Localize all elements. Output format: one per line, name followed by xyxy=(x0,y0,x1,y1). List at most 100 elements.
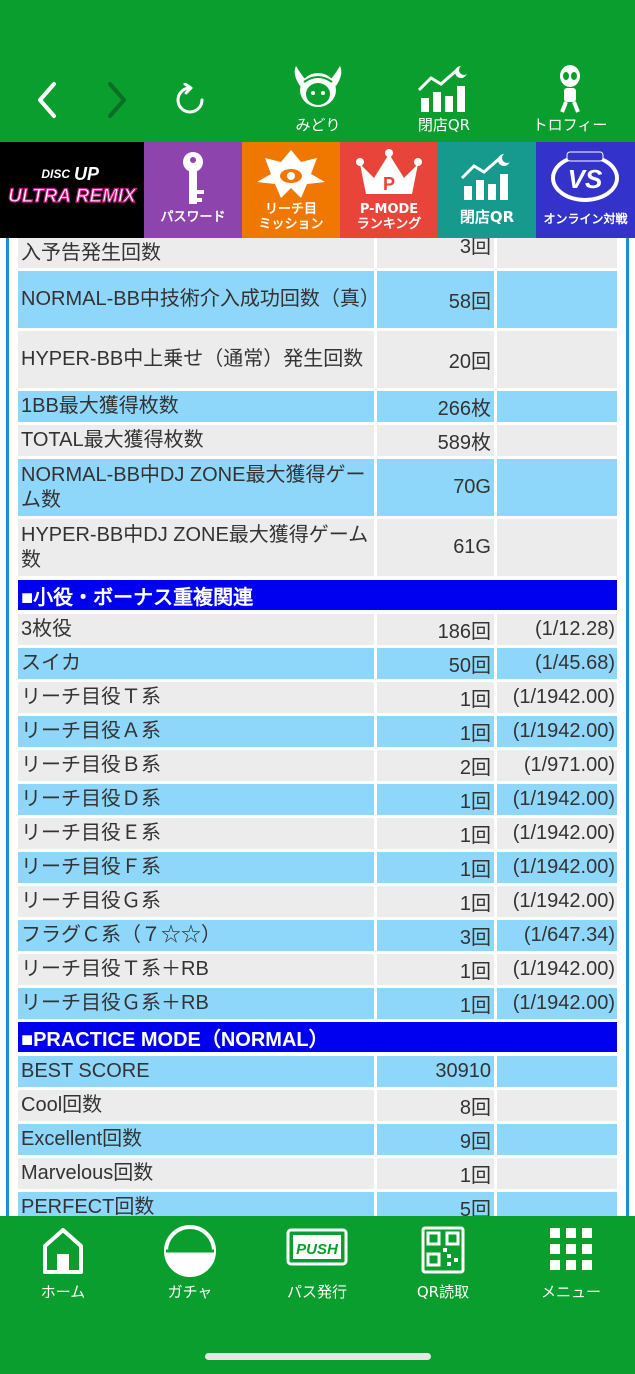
row-value: 5回 xyxy=(377,1192,494,1216)
table-row: スイカ 50回 (1/45.68) xyxy=(18,648,617,679)
tile-closing-qr[interactable]: 閉店QR xyxy=(438,142,536,238)
row-value: 1回 xyxy=(377,784,494,815)
tile-online-battle[interactable]: VS オンライン対戦 xyxy=(536,142,635,238)
nav-closing-qr[interactable]: 閉店QR xyxy=(394,64,494,136)
row-value: 1回 xyxy=(377,886,494,917)
tab-qr-read[interactable]: QR読取 xyxy=(393,1224,493,1304)
svg-text:PUSH: PUSH xyxy=(296,1241,339,1258)
table-row: BEST SCORE 30910 xyxy=(18,1056,617,1087)
row-extra xyxy=(497,1158,617,1189)
home-icon xyxy=(43,1228,83,1274)
row-label: 1BB最大獲得枚数 xyxy=(18,391,374,422)
row-value: 58回 xyxy=(377,271,494,328)
row-probability: (1/45.68) xyxy=(497,648,617,679)
tab-gacha-label: ガチャ xyxy=(167,1283,213,1301)
back-button[interactable] xyxy=(25,78,69,122)
row-probability: (1/1942.00) xyxy=(497,716,617,747)
tile-password[interactable]: パスワード xyxy=(144,142,242,238)
row-label: リーチ目役Ｇ系＋RB xyxy=(18,988,374,1019)
row-value: 1回 xyxy=(377,1158,494,1189)
svg-text:DISC: DISC xyxy=(41,167,70,181)
row-value: 1回 xyxy=(377,852,494,883)
nav-closing-qr-label: 閉店QR xyxy=(417,116,471,134)
row-extra xyxy=(497,1192,617,1216)
table-row: フラグＣ系（７☆☆） 3回 (1/647.34) xyxy=(18,920,617,951)
row-value: 70G xyxy=(377,459,494,516)
table-row: Cool回数 8回 xyxy=(18,1090,617,1121)
chevron-left-icon xyxy=(38,82,56,118)
table-row: 3枚役 186回 (1/12.28) xyxy=(18,614,617,645)
tab-menu[interactable]: メニュー xyxy=(521,1224,621,1304)
row-label: リーチ目役Ｔ系 xyxy=(18,682,374,713)
top-navigation-bar: みどり 閉店QR トロフィー xyxy=(0,0,635,142)
row-probability: (1/12.28) xyxy=(497,614,617,645)
table-row: リーチ目役Ｇ系＋RB 1回 (1/1942.00) xyxy=(18,988,617,1019)
table-row: HYPER-BB中DJ ZONE最大獲得ゲーム数 61G xyxy=(18,519,617,576)
midori-character-icon xyxy=(294,66,342,107)
row-label: リーチ目役Ｔ系＋RB xyxy=(18,954,374,985)
crown-icon: P xyxy=(356,149,422,194)
chart-rising-icon xyxy=(460,153,512,200)
row-probability: (1/1942.00) xyxy=(497,954,617,985)
key-icon xyxy=(183,152,204,204)
row-label: フラグＣ系（７☆☆） xyxy=(18,920,374,951)
table-row: リーチ目役Ａ系 1回 (1/1942.00) xyxy=(18,716,617,747)
tile-disc-up-ultra-remix[interactable]: DISC UP ULTRA REMIX xyxy=(0,142,144,238)
row-value: 1回 xyxy=(377,954,494,985)
row-value: 61G xyxy=(377,519,494,576)
row-label: スイカ xyxy=(18,648,374,679)
row-probability: (1/1942.00) xyxy=(497,988,617,1019)
table-row: Excellent回数 9回 xyxy=(18,1124,617,1155)
forward-button[interactable] xyxy=(95,78,139,122)
table-row: 1BB最大獲得枚数 266枚 xyxy=(18,391,617,422)
tile-pmode-ranking[interactable]: P P-MODE ランキング xyxy=(340,142,438,238)
table-row: Marvelous回数 1回 xyxy=(18,1158,617,1189)
tile-password-label: パスワード xyxy=(160,210,226,225)
tab-home-label: ホーム xyxy=(40,1283,86,1301)
row-value: 30910 xyxy=(377,1056,494,1087)
row-probability: (1/1942.00) xyxy=(497,784,617,815)
row-label: リーチ目役Ｂ系 xyxy=(18,750,374,781)
table-row: TOTAL最大獲得枚数 589枚 xyxy=(18,425,617,456)
tab-home[interactable]: ホーム xyxy=(13,1224,113,1304)
data-content-area[interactable]: 入予告発生回数 3回 NORMAL-BB中技術介入成功回数（真） 58回 HYP… xyxy=(0,238,635,1216)
row-label: HYPER-BB中上乗せ（通常）発生回数 xyxy=(18,331,374,388)
alien-trophy-icon xyxy=(560,65,580,113)
table-row: 入予告発生回数 3回 xyxy=(18,238,617,268)
svg-text:UP: UP xyxy=(74,164,100,184)
qr-code-icon xyxy=(421,1226,465,1274)
nav-midori[interactable]: みどり xyxy=(268,64,368,136)
row-probability: (1/647.34) xyxy=(497,920,617,951)
table-row: リーチ目役Ｇ系 1回 (1/1942.00) xyxy=(18,886,617,917)
row-value: 186回 xyxy=(377,614,494,645)
row-probability: (1/971.00) xyxy=(497,750,617,781)
row-extra xyxy=(497,331,617,388)
table-row: リーチ目役Ｅ系 1回 (1/1942.00) xyxy=(18,818,617,849)
row-value: 1回 xyxy=(377,716,494,747)
row-label: NORMAL-BB中DJ ZONE最大獲得ゲーム数 xyxy=(18,459,374,516)
table-row: リーチ目役Ｔ系 1回 (1/1942.00) xyxy=(18,682,617,713)
tab-gacha[interactable]: ガチャ xyxy=(140,1224,240,1304)
row-probability: (1/1942.00) xyxy=(497,818,617,849)
row-probability: (1/1942.00) xyxy=(497,886,617,917)
home-indicator[interactable] xyxy=(205,1353,431,1360)
tile-reach-mission[interactable]: リーチ目 ミッション xyxy=(242,142,340,238)
row-probability: (1/1942.00) xyxy=(497,852,617,883)
tab-pass-issue[interactable]: PUSH パス発行 xyxy=(267,1224,367,1304)
row-label: Marvelous回数 xyxy=(18,1158,374,1189)
tile-reach-mission-label: リーチ目 ミッション xyxy=(258,202,324,232)
table-row: リーチ目役Ｔ系＋RB 1回 (1/1942.00) xyxy=(18,954,617,985)
tab-qr-read-label: QR読取 xyxy=(416,1283,470,1301)
reload-button[interactable] xyxy=(168,78,212,122)
reload-icon xyxy=(176,83,204,114)
row-value: 3回 xyxy=(377,920,494,951)
row-label: リーチ目役Ａ系 xyxy=(18,716,374,747)
row-label: リーチ目役Ｄ系 xyxy=(18,784,374,815)
row-label: HYPER-BB中DJ ZONE最大獲得ゲーム数 xyxy=(18,519,374,576)
row-label: BEST SCORE xyxy=(18,1056,374,1087)
nav-trophy[interactable]: トロフィー xyxy=(520,64,620,136)
row-extra xyxy=(497,425,617,456)
row-label: リーチ目役Ｇ系 xyxy=(18,886,374,917)
feature-tile-bar: DISC UP ULTRA REMIX パスワード リーチ目 ミッション P P… xyxy=(0,142,635,238)
row-value: 266枚 xyxy=(377,391,494,422)
